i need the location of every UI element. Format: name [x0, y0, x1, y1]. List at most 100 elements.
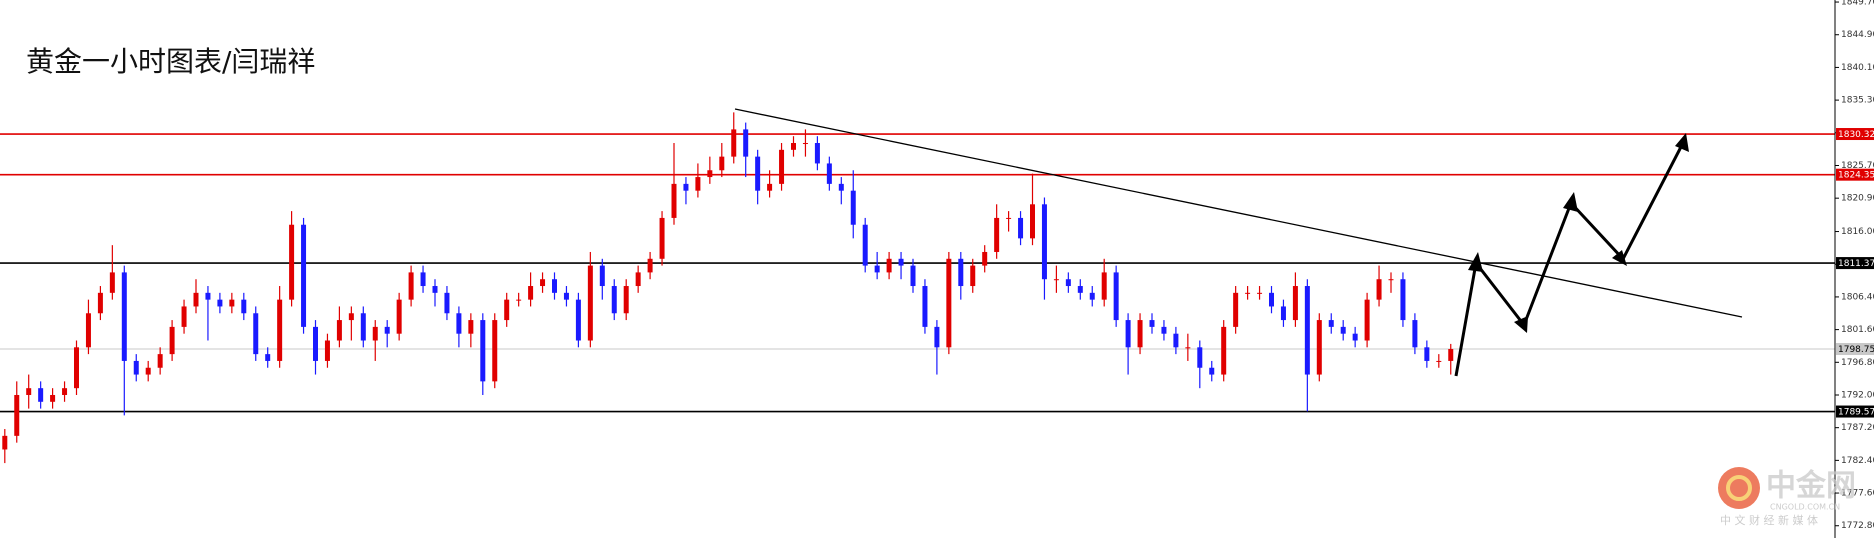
candle-body [563, 292, 569, 300]
candle-body [1257, 292, 1263, 294]
candle-body [934, 326, 940, 348]
chart-title: 黄金一小时图表/闫瑞祥 [26, 45, 315, 78]
candle-body [1304, 286, 1310, 375]
candle-body [301, 224, 307, 327]
candle-body [468, 320, 474, 334]
candle-body [444, 292, 450, 314]
candle-body [1077, 286, 1083, 293]
candle-body [289, 224, 295, 300]
candle-body [1388, 279, 1394, 281]
candle-body [982, 251, 988, 266]
candle-body [755, 156, 761, 191]
candle-body [74, 347, 79, 389]
candle-body [432, 286, 438, 293]
candle-body [874, 265, 880, 273]
y-tick-label: 1835.30 [1841, 96, 1874, 106]
level-label-box [1836, 257, 1874, 270]
y-tick-label: 1801.60 [1841, 325, 1874, 335]
candle-body [1328, 320, 1334, 327]
candle-body [791, 143, 796, 150]
forecast-arrows [1454, 142, 1685, 377]
candle-body [528, 286, 534, 300]
candle-body [1089, 292, 1095, 300]
candle-body [492, 320, 498, 382]
candle-body [1053, 279, 1059, 281]
candle-body [1400, 279, 1406, 321]
y-tick-label: 1787.20 [1841, 423, 1874, 433]
candle-body [1412, 320, 1418, 348]
candle-body [1424, 347, 1430, 361]
candle-body [1173, 333, 1179, 348]
candle-body [480, 320, 486, 382]
candle-body [1030, 204, 1035, 239]
candle-body [1292, 286, 1298, 321]
candle-body [157, 354, 163, 368]
y-tick-label: 1844.90 [1841, 30, 1874, 40]
candle-body [26, 388, 32, 395]
candle-body [910, 265, 916, 287]
candle-body [922, 286, 928, 327]
watermark: 中金网 CNGOLD.COM.CN 中 文 财 经 新 媒 体 [1718, 467, 1856, 527]
candle-body [1245, 292, 1251, 294]
candle-body [767, 183, 773, 191]
candle-body [719, 156, 725, 171]
candle-body [1352, 333, 1358, 341]
candle-body [1101, 272, 1107, 300]
candle-body [611, 286, 617, 314]
candle-body [38, 388, 44, 402]
candle-body [360, 313, 366, 341]
level-label-box [1836, 405, 1874, 418]
candle-body [850, 190, 856, 225]
level-label-box [1836, 343, 1874, 356]
candle-body [504, 299, 510, 321]
candle-body [456, 313, 462, 334]
logo-mark [1726, 475, 1752, 501]
candle-body [265, 354, 271, 361]
y-tick-label: 1806.40 [1841, 292, 1874, 302]
candle-body [743, 129, 749, 157]
candle-body [372, 326, 378, 341]
candle-body [205, 292, 211, 300]
candle-body [396, 299, 402, 334]
trend-line [734, 108, 1743, 318]
candle-body [587, 265, 593, 341]
y-tick-label: 1792.00 [1841, 390, 1874, 400]
candle-body [169, 326, 175, 355]
candle-body [802, 143, 808, 145]
candle-body [14, 394, 20, 436]
candle-body [50, 394, 56, 402]
candle-body [1233, 292, 1239, 327]
candle-body [253, 313, 259, 355]
y-tick-label: 1796.80 [1841, 358, 1874, 368]
candle-body [826, 163, 832, 184]
logo [1718, 467, 1760, 509]
candle-body [575, 299, 581, 341]
level-label-box [1836, 168, 1874, 181]
candle-body [384, 326, 390, 334]
candle-body [97, 292, 103, 314]
y-tick-label: 1825.70 [1841, 161, 1874, 171]
candle-body [898, 258, 904, 266]
level-label: 1824.35 [1838, 171, 1874, 181]
y-tick-label: 1820.90 [1841, 194, 1874, 204]
candle-body [623, 286, 629, 314]
level-label: 1798.75 [1838, 345, 1874, 355]
arrow-heads [1468, 133, 1689, 333]
candle-body [707, 170, 713, 178]
candle-body [109, 272, 115, 293]
candle-body [1364, 299, 1370, 341]
candle-body [946, 258, 952, 348]
y-tick-label: 1816.00 [1841, 227, 1874, 237]
candle-body [635, 272, 641, 287]
y-tick-label: 1840.10 [1841, 63, 1874, 73]
candle-body [1149, 320, 1155, 327]
candle-body [420, 272, 426, 287]
candle-body [85, 313, 91, 348]
candle-body [1006, 217, 1012, 219]
candle-body [145, 367, 151, 375]
candle-body [731, 129, 737, 157]
candle-body [647, 258, 653, 273]
candle-body [1161, 326, 1167, 334]
candle-body [217, 299, 223, 307]
